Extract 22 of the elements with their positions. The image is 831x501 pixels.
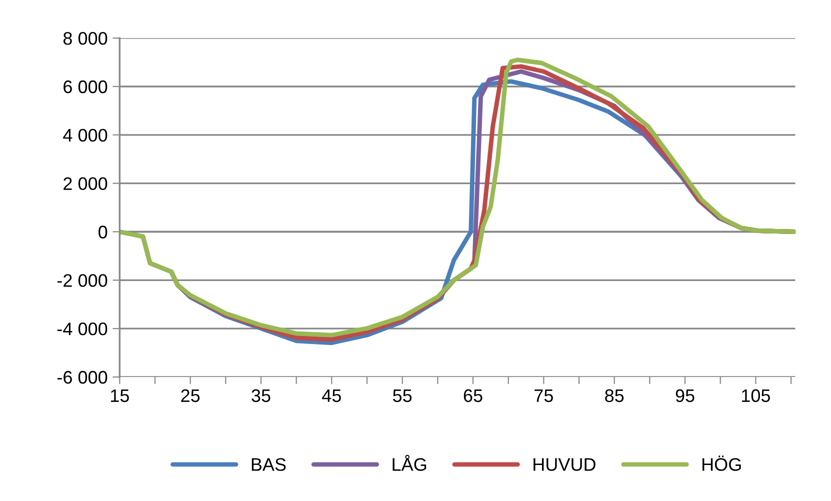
y-tick-label: 0 bbox=[98, 226, 108, 238]
x-tick-label: 55 bbox=[393, 389, 412, 402]
y-tick-label: 6 000 bbox=[64, 80, 108, 94]
x-tick-label: 65 bbox=[464, 389, 482, 402]
legend-label: LÅG bbox=[392, 454, 426, 471]
y-tick-label: -4 000 bbox=[57, 322, 108, 336]
x-tick-label: 85 bbox=[605, 389, 624, 402]
x-tick-label: 75 bbox=[534, 389, 553, 402]
y-tick-label: 8 000 bbox=[63, 32, 108, 45]
y-tick-label: -2 000 bbox=[57, 274, 108, 287]
x-tick-label: 105 bbox=[742, 389, 770, 402]
x-tick-label: 35 bbox=[252, 389, 270, 402]
legend-label: HUVUD bbox=[534, 458, 596, 471]
x-tick-label: 15 bbox=[111, 389, 129, 402]
y-tick-label: 2 000 bbox=[64, 177, 108, 190]
x-tick-label: 95 bbox=[676, 389, 694, 402]
y-tick-label: 4 000 bbox=[63, 128, 108, 142]
legend-label: HÖG bbox=[702, 456, 741, 471]
x-tick-label: 45 bbox=[322, 389, 341, 402]
y-tick-label: -6 000 bbox=[57, 370, 108, 384]
x-tick-label: 25 bbox=[181, 389, 200, 402]
legend-label: BAS bbox=[252, 458, 286, 471]
